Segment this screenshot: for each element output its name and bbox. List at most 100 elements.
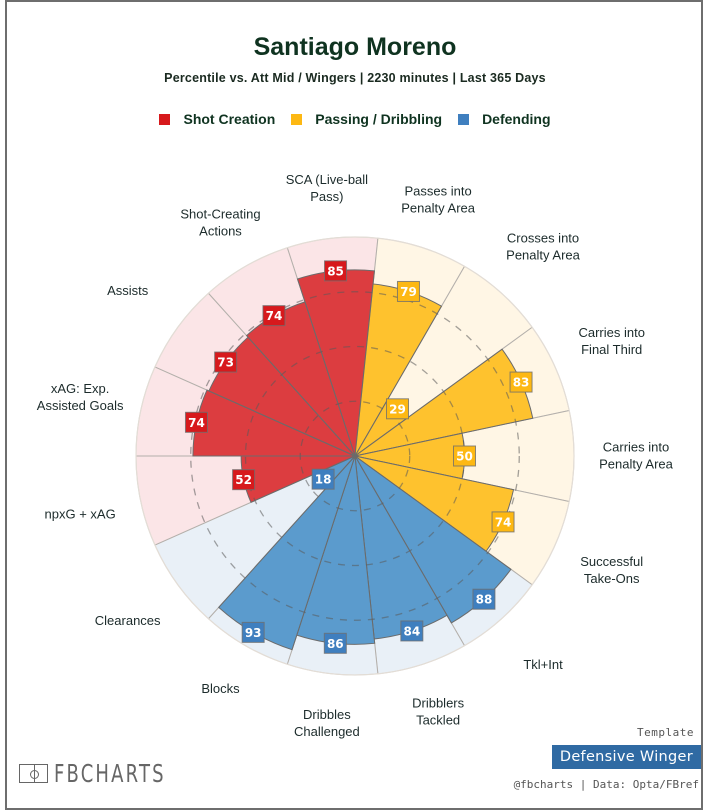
- axis-label-line: Shot-Creating: [180, 207, 260, 222]
- axis-label-sca-live-ball-pass: SCA (Live-ball Pass): [286, 172, 368, 204]
- value-text: 29: [389, 402, 406, 416]
- logo-text: FBCHARTS: [54, 759, 166, 788]
- value-box: [323, 632, 347, 654]
- value-box: [472, 588, 496, 610]
- value-label-assists: 73: [214, 351, 238, 373]
- axis-label-line: Blocks: [201, 681, 240, 696]
- separator-line: [354, 455, 533, 586]
- separator-line: [154, 366, 356, 457]
- value-label-npxg-xag: 52: [232, 469, 256, 491]
- axis-label-carries-into-penalty-area: Carries into Penalty Area: [599, 440, 673, 472]
- axis-label-line: Crosses into: [507, 231, 579, 246]
- value-label-successful-take-ons: 74: [491, 511, 515, 533]
- axis-label-line: Pass): [310, 189, 343, 204]
- legend-swatch-passing-dribbling: [291, 113, 303, 125]
- legend-label: Shot Creation: [183, 111, 276, 127]
- gridline-25: [299, 400, 411, 512]
- legend-label: Passing / Dribbling: [315, 111, 443, 127]
- value-text: 52: [235, 473, 252, 487]
- fbcharts-logo: FBCHARTS: [19, 759, 209, 788]
- axis-label-line: Tkl+Int: [523, 657, 563, 672]
- separator-line: [354, 455, 465, 646]
- axis-label-line: Passes into: [405, 184, 472, 199]
- legend-item-passing-dribbling: Passing / Dribbling: [291, 111, 442, 127]
- gridline-75: [190, 291, 520, 621]
- legend: Shot Creation Passing / Dribbling Defend…: [0, 111, 710, 127]
- chart-title: Santiago Moreno: [253, 33, 457, 61]
- axis-label-line: xAG: Exp.: [51, 381, 110, 396]
- value-box: [311, 468, 335, 490]
- value-label-crosses-into-penalty-area: 29: [385, 398, 409, 420]
- axis-label-tkl-int: Tkl+Int: [523, 657, 563, 672]
- axis-label-line: Take-Ons: [584, 571, 640, 586]
- value-label-blocks: 93: [241, 621, 265, 643]
- value-box: [184, 411, 208, 433]
- axis-label-successful-take-ons: Successful Take-Ons: [580, 554, 643, 586]
- axis-label-line: Penalty Area: [506, 248, 580, 263]
- value-label-passes-into-penalty-area: 79: [396, 280, 420, 302]
- legend-item-shot-creation: Shot Creation: [159, 111, 275, 127]
- axis-label-line: Final Third: [581, 342, 642, 357]
- legend-item-defending: Defending: [458, 111, 551, 127]
- credit-text: @fbcharts | Data: Opta/FBref: [513, 778, 699, 791]
- value-box: [214, 351, 238, 373]
- separator-line: [354, 326, 533, 457]
- legend-swatch-defending: [458, 113, 470, 125]
- axis-label-line: Assisted Goals: [37, 398, 124, 413]
- value-label-carries-into-penalty-area: 50: [453, 445, 476, 467]
- axis-label-line: Successful: [580, 554, 643, 569]
- pitch-icon: [19, 764, 48, 783]
- axis-label-line: Challenged: [294, 724, 360, 739]
- value-box: [396, 280, 420, 302]
- value-text: 93: [245, 626, 262, 640]
- axis-label-line: Actions: [199, 224, 242, 239]
- value-label-tkl-int: 88: [472, 588, 496, 610]
- value-box: [509, 371, 533, 393]
- value-label-sca-live-ball-pass: 85: [324, 260, 348, 282]
- legend-label: Defending: [482, 111, 551, 127]
- value-box: [241, 621, 265, 643]
- value-text: 86: [327, 637, 344, 651]
- axis-label-line: Tackled: [416, 712, 460, 727]
- axis-label-shot-creating-actions: Shot-Creating Actions: [180, 207, 260, 239]
- axis-label-line: SCA (Live-ball: [286, 172, 368, 187]
- separator-line: [354, 266, 465, 457]
- axis-label-blocks: Blocks: [201, 681, 240, 696]
- value-text: 79: [400, 285, 417, 299]
- value-text: 83: [513, 376, 530, 390]
- separator-line: [354, 238, 379, 457]
- value-text: 74: [266, 309, 283, 323]
- value-box: [324, 260, 348, 282]
- axis-label-line: Penalty Area: [599, 457, 673, 472]
- value-box: [262, 305, 286, 327]
- separator-line: [286, 247, 356, 457]
- axis-label-line: Carries into: [578, 325, 644, 340]
- outer-ring: [135, 236, 575, 676]
- value-text: 73: [217, 356, 234, 370]
- axis-label-xag-exp-assisted-goals: xAG: Exp. Assisted Goals: [37, 381, 124, 413]
- separator-line: [354, 409, 570, 457]
- axis-label-passes-into-penalty-area: Passes into Penalty Area: [401, 184, 475, 216]
- value-text: 50: [456, 450, 473, 464]
- value-text: 85: [327, 264, 344, 278]
- template-badge: Defensive Winger: [551, 745, 701, 769]
- separator-line: [286, 455, 356, 665]
- axis-label-line: Carries into: [603, 440, 669, 455]
- axis-labels: SCA (Live-ball Pass) Passes into Penalty Ar…: [37, 172, 674, 739]
- axis-label-line: Dribbles: [303, 707, 351, 722]
- value-text: 74: [495, 515, 512, 529]
- axis-label-line: npxG + xAG: [45, 506, 116, 521]
- value-label-shot-creating-actions: 74: [262, 305, 286, 327]
- value-text: 74: [188, 416, 205, 430]
- separator-line: [354, 455, 570, 503]
- value-box: [491, 511, 515, 533]
- axis-label-line: Penalty Area: [401, 201, 475, 216]
- value-label-dribbles-challenged: 86: [323, 632, 347, 654]
- value-text: 88: [476, 593, 493, 607]
- value-label-clearances: 18: [311, 468, 335, 490]
- value-box: [385, 398, 409, 420]
- value-text: 18: [315, 473, 332, 487]
- axis-label-assists: Assists: [107, 283, 149, 298]
- template-label: Template: [637, 726, 694, 739]
